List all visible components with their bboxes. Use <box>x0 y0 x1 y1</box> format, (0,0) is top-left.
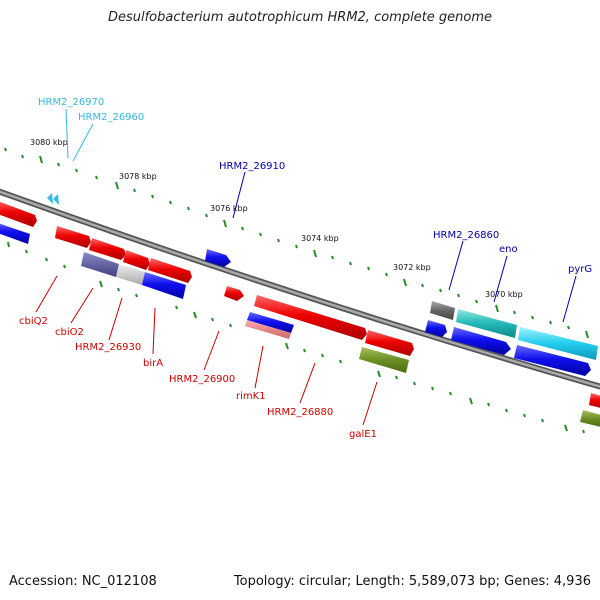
label-leader-lines-red <box>35 275 378 426</box>
scale-label-3078: 3078 kbp <box>119 172 157 181</box>
scale-ticks-outer <box>4 147 589 339</box>
gene-red-1[interactable] <box>55 226 91 248</box>
gene-red-right-edge[interactable] <box>589 393 600 409</box>
gene-blue-inner-3[interactable] <box>514 345 591 376</box>
gene-red-small[interactable] <box>224 286 244 301</box>
label-hrm2-26960: HRM2_26960 <box>78 112 144 123</box>
gene-red-4[interactable] <box>148 258 192 283</box>
gene-teal-eno[interactable] <box>456 309 517 338</box>
label-hrm2-26900: HRM2_26900 <box>169 374 235 385</box>
label-hrm2-26860: HRM2_26860 <box>433 230 499 241</box>
label-birA: birA <box>143 358 163 369</box>
accession-text: Accession: NC_012108 <box>9 574 157 589</box>
gene-purple[interactable] <box>81 252 119 277</box>
gene-left-edge-red[interactable] <box>0 200 37 227</box>
gene-olive-galE1[interactable] <box>359 347 409 373</box>
gene-pink-rimK1[interactable] <box>245 320 291 339</box>
gene-gray-26860[interactable] <box>430 301 455 320</box>
gene-blue-birA[interactable] <box>142 272 186 299</box>
gene-olive-right-edge[interactable] <box>580 410 600 428</box>
label-rimK1: rimK1 <box>236 391 266 402</box>
label-hrm2-26970: HRM2_26970 <box>38 97 104 108</box>
scale-label-3074: 3074 kbp <box>301 234 339 243</box>
gene-cyan-pyrG[interactable] <box>518 327 598 360</box>
label-galE1: galE1 <box>349 429 377 440</box>
scale-label-3080: 3080 kbp <box>30 138 68 147</box>
gene-blue-inner-2[interactable] <box>451 327 511 355</box>
label-cbiO2: cbiO2 <box>55 327 84 338</box>
gene-red-2[interactable] <box>89 238 126 260</box>
label-hrm2-26880: HRM2_26880 <box>267 407 333 418</box>
scale-label-3076: 3076 kbp <box>210 204 248 213</box>
genome-backbone <box>0 188 600 390</box>
label-hrm2-26930: HRM2_26930 <box>75 342 141 353</box>
label-hrm2-26910: HRM2_26910 <box>219 161 285 172</box>
map-title: Desulfobacterium autotrophicum HRM2, com… <box>107 10 493 25</box>
gene-red-3[interactable] <box>123 250 150 270</box>
cyan-marker-genes[interactable] <box>47 193 59 205</box>
gene-red-5[interactable] <box>365 330 414 356</box>
gene-blue-rimK1[interactable] <box>247 312 294 333</box>
scale-ticks-inner <box>7 241 585 434</box>
gene-red-26880[interactable] <box>254 295 367 340</box>
scale-label-3072: 3072 kbp <box>393 263 431 272</box>
gene-blue-26910[interactable] <box>205 249 231 267</box>
label-leader-lines-cyan <box>65 108 94 162</box>
gene-blue-inner-1[interactable] <box>425 320 447 337</box>
gene-left-edge-blue[interactable] <box>0 222 30 244</box>
label-eno: eno <box>499 244 518 255</box>
scale-label-3070: 3070 kbp <box>485 290 523 299</box>
label-cbiQ2: cbiQ2 <box>19 316 48 327</box>
topology-text: Topology: circular; Length: 5,589,073 bp… <box>233 574 591 589</box>
label-pyrG: pyrG <box>568 264 592 275</box>
label-leader-lines-blue <box>232 171 577 323</box>
gene-silver[interactable] <box>116 264 145 285</box>
